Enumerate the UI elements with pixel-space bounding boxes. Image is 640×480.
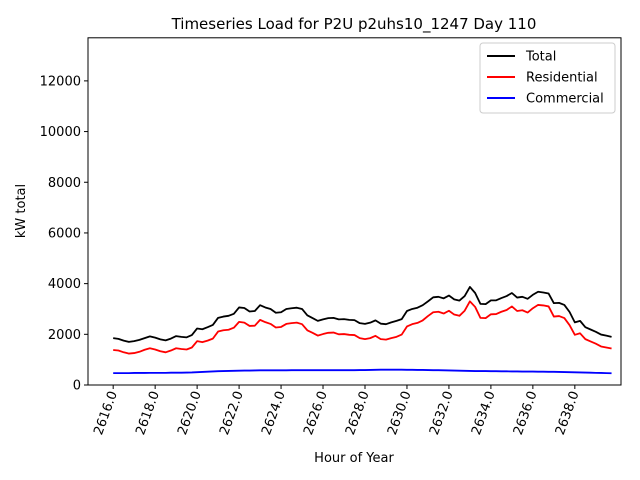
legend: Total Residential Commercial: [479, 42, 616, 114]
y-tick-label: 2000: [48, 328, 81, 343]
plot-frame: [87, 37, 622, 386]
y-axis: 0 2000 4000 6000 8000 10000 12000: [40, 74, 88, 394]
y-tick-label: 0: [73, 379, 81, 394]
y-tick-label: 6000: [48, 226, 81, 241]
y-axis-label: kW total: [14, 184, 29, 238]
legend-label-residential: Residential: [526, 71, 598, 86]
series-group: [113, 286, 612, 375]
y-tick-label: 10000: [40, 125, 81, 140]
y-tick-label: 4000: [48, 277, 81, 292]
legend-label-total: Total: [525, 50, 556, 65]
series-line-commercial: [113, 368, 612, 375]
series-line-residential: [113, 300, 612, 355]
series-line-total: [113, 286, 612, 343]
y-tick-label: 12000: [40, 74, 81, 89]
chart-title: Timeseries Load for P2U p2uhs10_1247 Day…: [171, 15, 537, 34]
x-axis-label: Hour of Year: [314, 451, 394, 466]
legend-box: [479, 42, 616, 114]
y-tick-label: 8000: [48, 176, 81, 191]
legend-label-commercial: Commercial: [526, 92, 604, 107]
